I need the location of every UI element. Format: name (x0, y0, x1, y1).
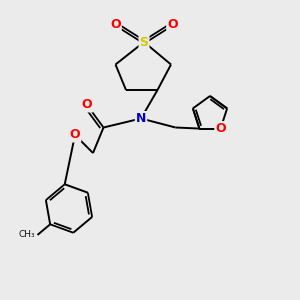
Text: O: O (167, 17, 178, 31)
Text: O: O (215, 122, 226, 135)
Text: S: S (140, 35, 148, 49)
Text: O: O (110, 17, 121, 31)
Text: O: O (70, 128, 80, 142)
Text: N: N (136, 112, 146, 125)
Text: CH₃: CH₃ (19, 230, 35, 239)
Text: O: O (82, 98, 92, 112)
